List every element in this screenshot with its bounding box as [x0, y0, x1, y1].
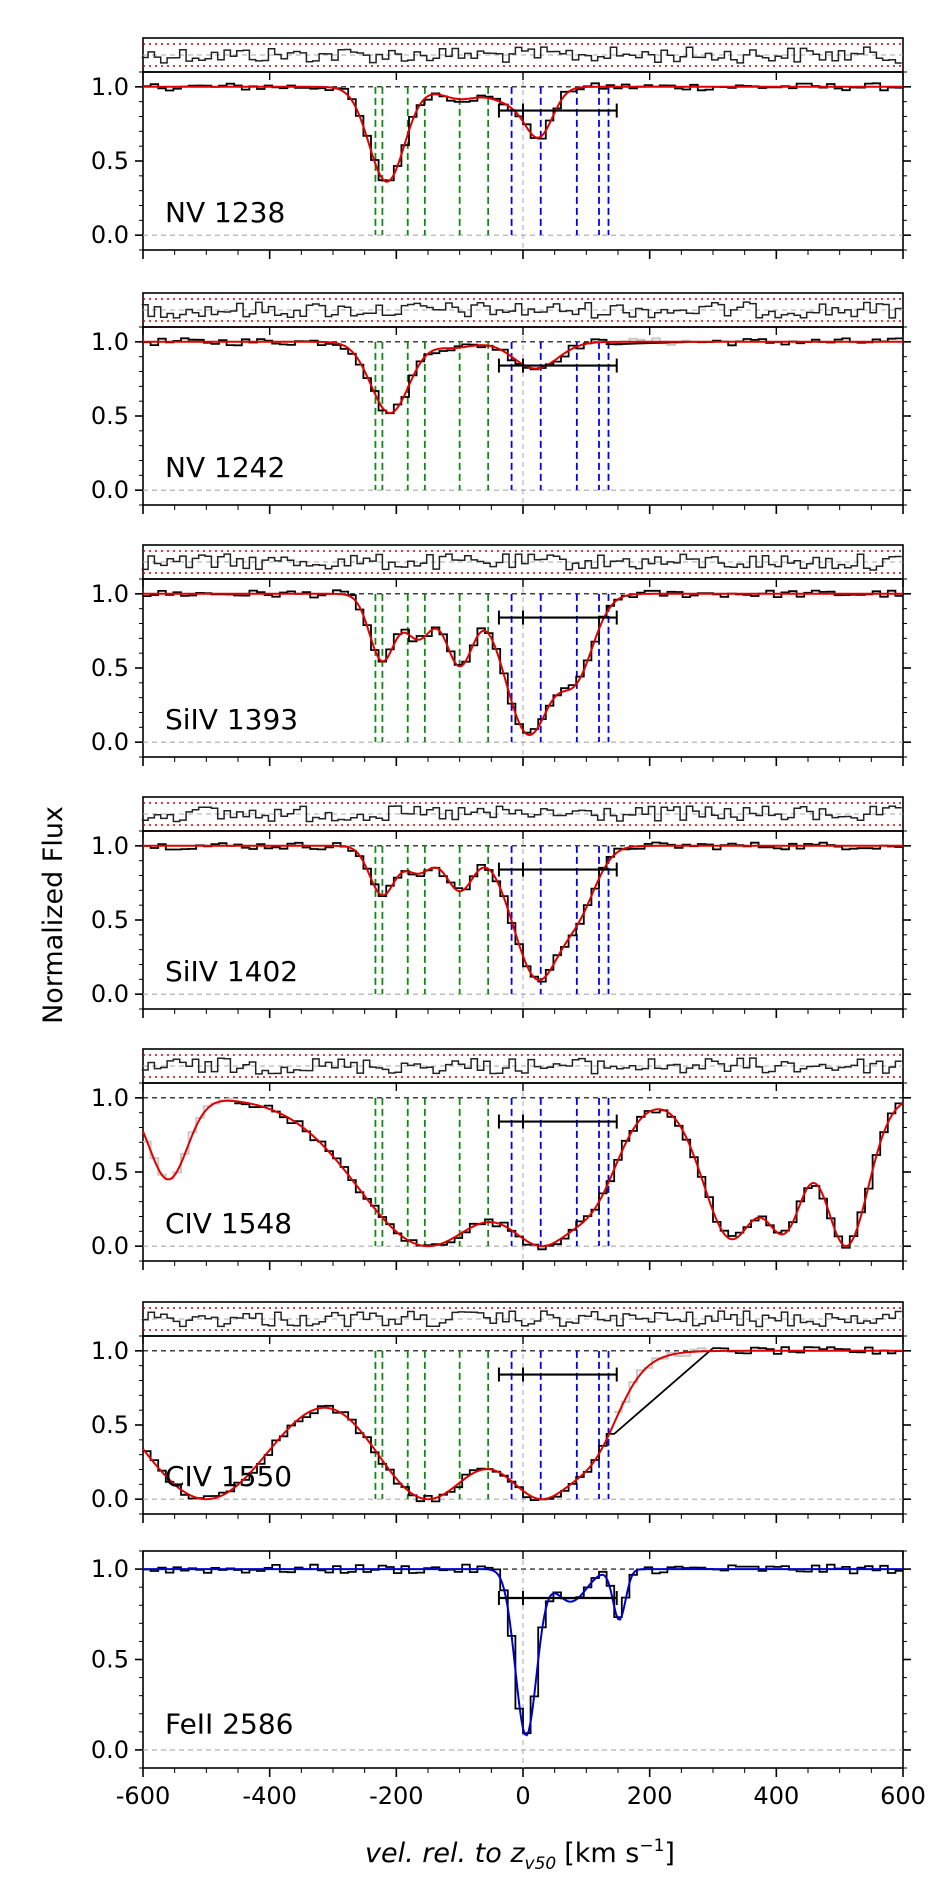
panel-label: CIV 1548: [165, 1207, 292, 1240]
model-fit-line: [142, 1349, 903, 1501]
y-tick-label: 0.0: [91, 728, 129, 756]
y-tick-label: 1.0: [91, 1337, 129, 1365]
y-tick-label: 0.5: [91, 1646, 129, 1674]
x-axis-label-units: [km s: [564, 1838, 639, 1869]
y-tick-label: 0.5: [91, 906, 129, 934]
x-tick-label: 600: [880, 1782, 926, 1810]
masked-spectrum: [614, 1347, 713, 1413]
panel-label: NV 1238: [165, 196, 285, 229]
y-tick-label: 0.0: [91, 1736, 129, 1764]
y-tick-label: 0.5: [91, 147, 129, 175]
y-tick-label: 1.0: [91, 580, 129, 608]
y-tick-label: 0.5: [91, 1158, 129, 1186]
model-fit-line: [143, 844, 903, 981]
x-tick-label: 400: [753, 1782, 799, 1810]
panel-feii-2586: 0.0 0.5 1.0 FeII 2586 -600 -400 -200 0 200 400 600: [91, 1550, 926, 1810]
y-tick-label: 0.0: [91, 1232, 129, 1260]
x-tick-label: 200: [627, 1782, 673, 1810]
panels-group: 0.0 0.5 1.0 NV 1238 0.0 0.5 1.0 NV 1242 0.0 0.5 1.…: [91, 37, 926, 1810]
observed-spectrum: [143, 337, 903, 415]
observed-spectrum: [234, 1102, 903, 1251]
panel-label: SiIV 1393: [165, 703, 298, 736]
panel-siiv-1402: 0.0 0.5 1.0 SiIV 1402: [91, 796, 911, 1018]
residual-spectrum: [141, 1310, 902, 1328]
panel-label: FeII 2586: [165, 1708, 293, 1741]
residual-spectrum: [141, 301, 902, 319]
x-axis-label-close: ]: [664, 1838, 675, 1869]
panel-label: SiIV 1402: [165, 955, 298, 988]
residual-spectrum: [141, 805, 902, 823]
residual-spectrum: [141, 1057, 902, 1075]
residual-spectrum: [141, 46, 902, 64]
x-tick-label: 0: [515, 1782, 530, 1810]
y-tick-label: 1.0: [91, 1084, 129, 1112]
panel-nv-1238: 0.0 0.5 1.0 NV 1238: [91, 37, 911, 259]
y-tick-label: 1.0: [91, 73, 129, 101]
y-tick-label: 0.5: [91, 1411, 129, 1439]
y-tick-label: 0.5: [91, 402, 129, 430]
x-tick-label: -600: [116, 1782, 170, 1810]
model-fit-line: [143, 1568, 903, 1737]
x-tick-label: -200: [369, 1782, 423, 1810]
y-axis-label: Normalized Flux: [38, 806, 69, 1024]
model-fit-line: [142, 1099, 904, 1248]
y-tick-label: 0.0: [91, 221, 129, 249]
panel-civ-1548: 0.0 0.5 1.0 CIV 1548: [91, 1048, 911, 1270]
panel-siiv-1393: 0.0 0.5 1.0 SiIV 1393: [91, 544, 911, 766]
y-tick-label: 1.0: [91, 832, 129, 860]
panel-nv-1242: 0.0 0.5 1.0 NV 1242: [91, 292, 911, 514]
x-axis-label-exponent: −1: [639, 1836, 664, 1856]
x-tick-label: -400: [242, 1782, 296, 1810]
x-axis-label: vel. rel. to zv50 [km s−1]: [365, 1836, 675, 1874]
panel-label: CIV 1550: [165, 1460, 292, 1493]
y-tick-label: 0.0: [91, 1485, 129, 1513]
x-axis-label-subscript: v50: [525, 1854, 557, 1874]
observed-spectrum: [143, 589, 903, 734]
model-fit-line: [143, 592, 903, 737]
panel-civ-1550: 0.0 0.5 1.0 CIV 1550: [91, 1301, 911, 1523]
y-tick-label: 1.0: [91, 1555, 129, 1583]
y-tick-label: 0.0: [91, 980, 129, 1008]
model-fit-line: [143, 85, 903, 183]
y-tick-label: 1.0: [91, 328, 129, 356]
residual-spectrum: [141, 553, 902, 571]
y-tick-label: 0.5: [91, 654, 129, 682]
x-axis-label-main: vel. rel. to z: [365, 1838, 525, 1869]
y-tick-label: 0.0: [91, 476, 129, 504]
panel-label: NV 1242: [165, 451, 285, 484]
